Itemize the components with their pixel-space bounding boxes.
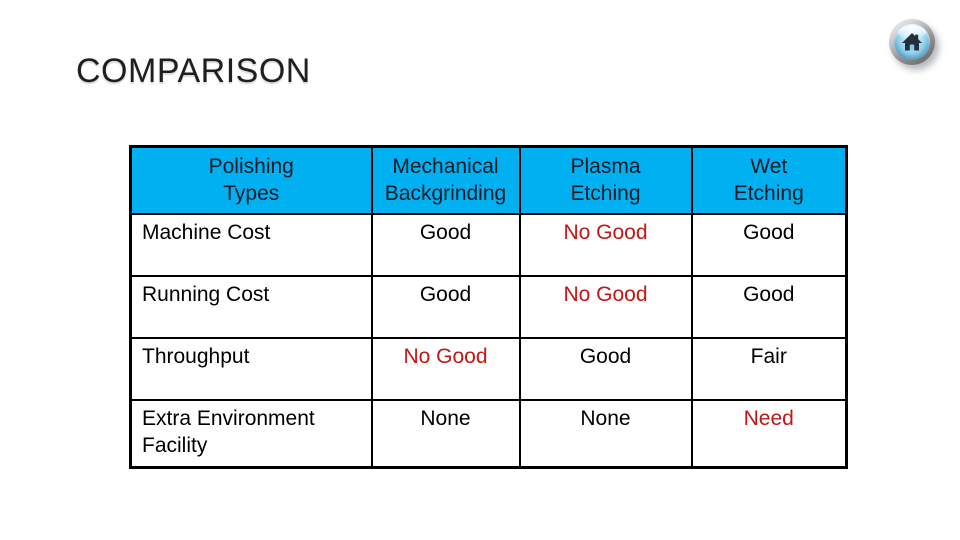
table-cell: Good xyxy=(370,275,521,339)
home-button[interactable] xyxy=(889,19,935,65)
table-cell: Fair xyxy=(690,337,848,401)
table-row: Machine Cost Good No Good Good xyxy=(129,213,848,277)
slide-title: COMPARISON xyxy=(76,52,311,90)
home-icon xyxy=(902,33,922,51)
table-cell: No Good xyxy=(518,275,693,339)
table-cell: Good xyxy=(690,275,848,339)
column-header-plasma-etching: Plasma Etching xyxy=(518,145,693,215)
row-label: Running Cost xyxy=(129,275,373,339)
table-cell: Good xyxy=(370,213,521,277)
row-label: Machine Cost xyxy=(129,213,373,277)
row-label: Extra Environment Facility xyxy=(129,399,373,469)
table-row: Throughput No Good Good Fair xyxy=(129,337,848,401)
table-row: Extra Environment Facility None None Nee… xyxy=(129,399,848,469)
column-header-polishing-types: Polishing Types xyxy=(129,145,373,215)
table-cell: Good xyxy=(518,337,693,401)
row-label: Throughput xyxy=(129,337,373,401)
comparison-table: Polishing Types Mechanical Backgrinding … xyxy=(129,145,848,469)
table-cell: No Good xyxy=(518,213,693,277)
table-header-row: Polishing Types Mechanical Backgrinding … xyxy=(129,145,848,215)
table-cell: No Good xyxy=(370,337,521,401)
table-cell: None xyxy=(518,399,693,469)
table-row: Running Cost Good No Good Good xyxy=(129,275,848,339)
table-cell: None xyxy=(370,399,521,469)
column-header-wet-etching: Wet Etching xyxy=(690,145,848,215)
table-cell: Good xyxy=(690,213,848,277)
column-header-mechanical-backgrinding: Mechanical Backgrinding xyxy=(370,145,521,215)
table-cell: Need xyxy=(690,399,848,469)
